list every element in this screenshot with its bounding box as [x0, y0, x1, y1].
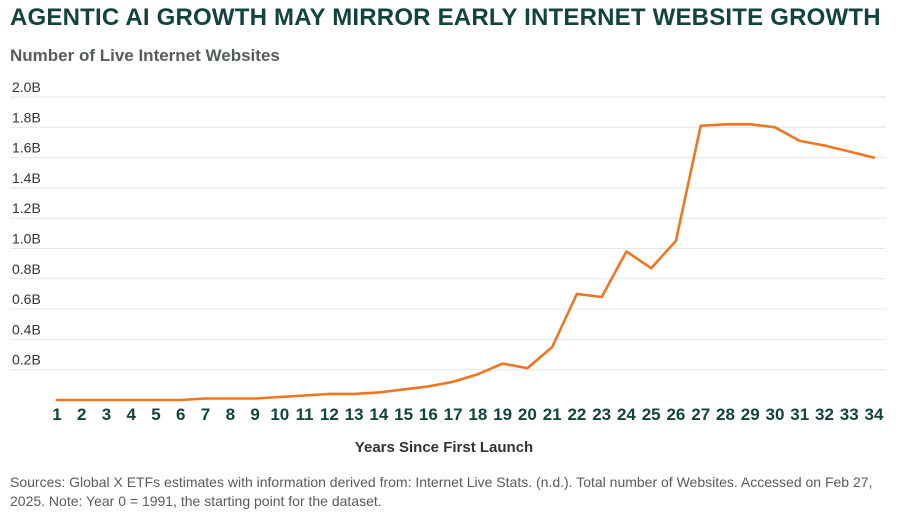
x-tick-label: 25 — [642, 405, 661, 424]
x-axis-ticks: 1 2 3 4 5 6 7 8 9 10 11 12 13 14 15 16 17 18 19 20 21 22 23 24 2… — [52, 405, 884, 424]
y-tick-label: 0.8B — [12, 261, 41, 277]
x-tick-label: 19 — [493, 405, 512, 424]
x-tick-label: 20 — [518, 405, 537, 424]
x-tick-label: 7 — [201, 405, 210, 424]
x-tick-label: 21 — [543, 405, 562, 424]
y-tick-label: 0.2B — [12, 352, 41, 368]
x-tick-label: 1 — [52, 405, 61, 424]
y-tick-label: 1.4B — [12, 170, 41, 186]
y-tick-label: 1.0B — [12, 231, 41, 247]
source-note: Sources: Global X ETFs estimates with in… — [10, 474, 873, 509]
x-tick-label: 10 — [270, 405, 289, 424]
x-axis-title: Years Since First Launch — [355, 439, 533, 456]
x-tick-label: 18 — [468, 405, 487, 424]
x-tick-label: 14 — [369, 405, 388, 424]
chart-title: AGENTIC AI GROWTH MAY MIRROR EARLY INTER… — [10, 4, 881, 31]
y-axis-title: Number of Live Internet Websites — [10, 46, 280, 65]
x-tick-label: 33 — [840, 405, 859, 424]
x-tick-label: 12 — [320, 405, 339, 424]
x-tick-label: 29 — [741, 405, 760, 424]
y-tick-label: 1.6B — [12, 140, 41, 156]
gridlines — [10, 96, 886, 371]
y-tick-label: 0.6B — [12, 291, 41, 307]
x-tick-label: 32 — [815, 405, 834, 424]
x-tick-label: 13 — [345, 405, 364, 424]
y-tick-label: 0.4B — [12, 321, 41, 337]
x-tick-label: 24 — [617, 405, 636, 424]
x-tick-label: 5 — [151, 405, 160, 424]
x-tick-label: 31 — [790, 405, 809, 424]
x-tick-label: 6 — [176, 405, 185, 424]
x-tick-label: 28 — [716, 405, 735, 424]
series-points — [56, 124, 875, 401]
y-axis-ticks: 0.2B 0.4B 0.6B 0.8B 1.0B 1.2B 1.4B 1.6B 1.8B 2.0B — [12, 79, 41, 368]
x-tick-label: 11 — [296, 405, 314, 424]
x-tick-label: 22 — [567, 405, 586, 424]
y-tick-label: 1.8B — [12, 109, 41, 125]
x-tick-label: 26 — [666, 405, 685, 424]
x-tick-label: 8 — [226, 405, 235, 424]
x-tick-label: 23 — [592, 405, 611, 424]
x-tick-label: 3 — [102, 405, 111, 424]
y-tick-label: 1.2B — [12, 200, 41, 216]
x-tick-label: 4 — [127, 405, 137, 424]
x-tick-label: 15 — [394, 405, 413, 424]
x-tick-label: 34 — [865, 405, 884, 424]
x-tick-label: 30 — [766, 405, 785, 424]
y-tick-label: 2.0B — [12, 79, 41, 95]
line-chart: 0.2B 0.4B 0.6B 0.8B 1.0B 1.2B 1.4B 1.6B 1.8B 2.0B… — [10, 79, 886, 456]
x-tick-label: 27 — [691, 405, 710, 424]
x-tick-label: 16 — [419, 405, 438, 424]
x-tick-label: 17 — [444, 405, 463, 424]
x-tick-label: 2 — [77, 405, 86, 424]
x-tick-label: 9 — [250, 405, 259, 424]
series-line — [55, 123, 876, 402]
